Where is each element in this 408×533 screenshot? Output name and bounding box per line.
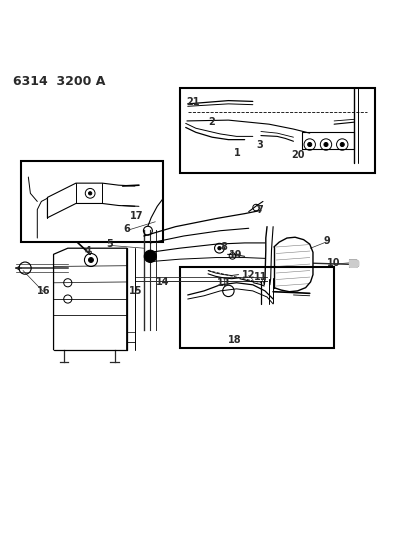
Text: 12: 12 [242, 270, 255, 280]
Text: 16: 16 [37, 286, 50, 296]
Text: 11: 11 [254, 272, 268, 282]
Text: 9: 9 [324, 236, 330, 246]
Text: 6314  3200 A: 6314 3200 A [13, 75, 105, 88]
Text: 13: 13 [217, 278, 230, 288]
Text: 4: 4 [85, 246, 91, 256]
Polygon shape [350, 260, 359, 268]
Text: 18: 18 [228, 335, 241, 345]
Bar [180, 266, 334, 348]
Text: 15: 15 [129, 286, 142, 296]
Bar [21, 161, 163, 242]
Bar [180, 87, 375, 173]
Circle shape [340, 142, 344, 147]
Text: 3: 3 [257, 140, 264, 150]
Text: 8: 8 [220, 242, 227, 252]
Text: 17: 17 [130, 211, 144, 221]
Text: 20: 20 [292, 150, 305, 160]
Circle shape [144, 250, 156, 262]
Text: 10: 10 [327, 259, 341, 268]
Text: 14: 14 [156, 277, 169, 287]
Circle shape [218, 247, 221, 250]
Text: 7: 7 [257, 205, 264, 215]
Text: 2: 2 [208, 117, 215, 127]
Text: 1: 1 [234, 148, 241, 158]
Circle shape [89, 192, 92, 195]
Circle shape [89, 257, 93, 262]
Circle shape [324, 142, 328, 147]
Circle shape [308, 142, 312, 147]
Text: 19: 19 [229, 250, 242, 260]
Text: 21: 21 [187, 97, 200, 107]
Text: 6: 6 [123, 224, 130, 234]
Text: 5: 5 [106, 239, 113, 249]
